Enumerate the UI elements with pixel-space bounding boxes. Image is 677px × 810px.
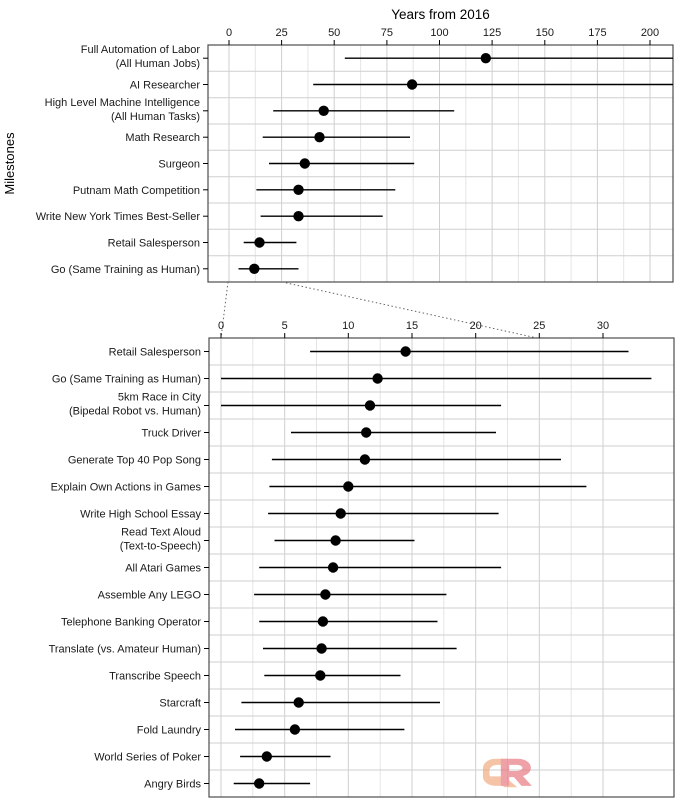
svg-text:Translate (vs. Amateur Human): Translate (vs. Amateur Human) bbox=[49, 644, 201, 656]
svg-text:Milestones: Milestones bbox=[2, 132, 17, 195]
svg-text:Write High School Essay: Write High School Essay bbox=[80, 509, 201, 521]
svg-text:(All Human Jobs): (All Human Jobs) bbox=[116, 58, 200, 70]
svg-text:20: 20 bbox=[470, 320, 482, 332]
svg-text:50: 50 bbox=[328, 27, 340, 39]
svg-text:Write New York Times Best-Sell: Write New York Times Best-Seller bbox=[36, 211, 201, 223]
svg-text:Retail Salesperson: Retail Salesperson bbox=[109, 347, 201, 359]
svg-text:150: 150 bbox=[536, 27, 554, 39]
svg-text:5: 5 bbox=[282, 320, 288, 332]
svg-text:100: 100 bbox=[430, 27, 448, 39]
svg-text:Go (Same Training as Human): Go (Same Training as Human) bbox=[51, 264, 200, 276]
svg-text:Full Automation of Labor: Full Automation of Labor bbox=[81, 44, 201, 56]
svg-text:Retail Salesperson: Retail Salesperson bbox=[108, 238, 200, 250]
svg-text:World Series of Poker: World Series of Poker bbox=[94, 752, 201, 764]
svg-text:15: 15 bbox=[406, 320, 418, 332]
svg-text:125: 125 bbox=[483, 27, 501, 39]
svg-text:5km Race in City: 5km Race in City bbox=[118, 392, 202, 404]
svg-text:AI Researcher: AI Researcher bbox=[130, 80, 201, 92]
svg-text:Telephone Banking Operator: Telephone Banking Operator bbox=[61, 617, 201, 629]
svg-text:Math Research: Math Research bbox=[125, 132, 200, 144]
svg-text:Read Text Aloud: Read Text Aloud bbox=[121, 527, 201, 539]
svg-text:Fold Laundry: Fold Laundry bbox=[137, 725, 202, 737]
svg-text:(All Human Tasks): (All Human Tasks) bbox=[111, 111, 200, 123]
svg-text:Years from 2016: Years from 2016 bbox=[391, 7, 490, 22]
svg-text:(Bipedal Robot vs. Human): (Bipedal Robot vs. Human) bbox=[69, 406, 201, 418]
svg-text:Go (Same Training as Human): Go (Same Training as Human) bbox=[52, 374, 201, 386]
svg-text:All Atari Games: All Atari Games bbox=[125, 563, 201, 575]
svg-text:Generate Top 40 Pop Song: Generate Top 40 Pop Song bbox=[68, 455, 201, 467]
svg-text:175: 175 bbox=[588, 27, 606, 39]
svg-text:Truck Driver: Truck Driver bbox=[142, 428, 202, 440]
svg-text:Surgeon: Surgeon bbox=[158, 159, 200, 171]
svg-text:10: 10 bbox=[342, 320, 354, 332]
svg-text:Starcraft: Starcraft bbox=[159, 698, 201, 710]
svg-text:75: 75 bbox=[381, 27, 393, 39]
svg-text:25: 25 bbox=[275, 27, 287, 39]
svg-text:0: 0 bbox=[226, 27, 232, 39]
svg-text:Transcribe Speech: Transcribe Speech bbox=[109, 671, 201, 683]
svg-text:200: 200 bbox=[641, 27, 659, 39]
svg-text:Assemble Any LEGO: Assemble Any LEGO bbox=[98, 590, 202, 602]
svg-text:Angry Birds: Angry Birds bbox=[144, 779, 201, 791]
svg-text:High Level Machine Intelligenc: High Level Machine Intelligence bbox=[45, 97, 200, 109]
svg-text:25: 25 bbox=[533, 320, 545, 332]
svg-text:0: 0 bbox=[218, 320, 224, 332]
svg-text:Explain Own Actions in Games: Explain Own Actions in Games bbox=[51, 482, 202, 494]
svg-text:(Text-to-Speech): (Text-to-Speech) bbox=[120, 541, 201, 553]
svg-text:Putnam Math Competition: Putnam Math Competition bbox=[73, 185, 200, 197]
svg-text:30: 30 bbox=[597, 320, 609, 332]
